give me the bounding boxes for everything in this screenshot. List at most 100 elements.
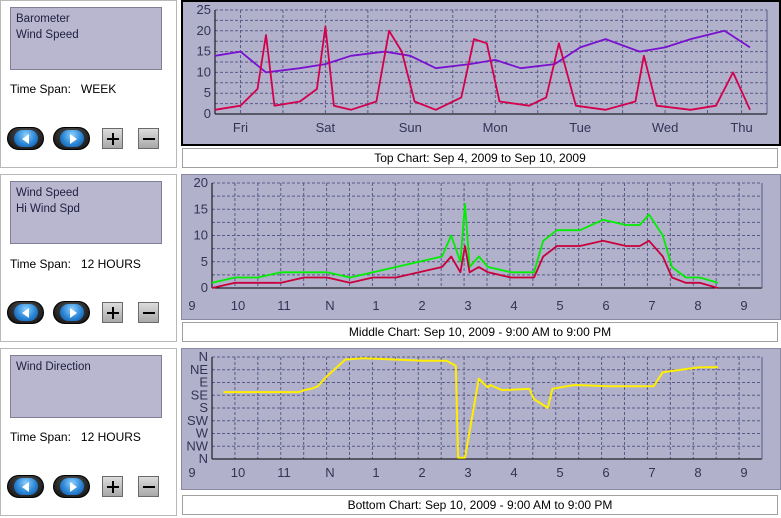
top-chart-caption: Top Chart: Sep 4, 2009 to Sep 10, 2009	[182, 148, 778, 168]
minus-icon	[143, 312, 155, 314]
plus-icon	[107, 481, 119, 493]
x-tick-label: 8	[694, 465, 701, 480]
series-line	[214, 29, 751, 74]
x-tick-label: 8	[694, 298, 701, 313]
x-tick-label: 9	[740, 465, 747, 480]
time-span-label: Time Span:	[10, 82, 71, 96]
series-list-top[interactable]: Barometer Wind Speed	[10, 7, 162, 70]
x-tick-label: Wed	[652, 120, 679, 135]
y-tick-label: N	[199, 451, 208, 466]
series-item[interactable]: Wind Speed	[16, 187, 79, 199]
series-item[interactable]: Barometer	[16, 13, 70, 25]
zoom-out-button[interactable]	[138, 476, 159, 497]
zoom-in-button[interactable]	[102, 128, 123, 149]
time-span-value: 12 HOURS	[80, 430, 141, 444]
x-tick-label: 11	[277, 465, 291, 480]
x-tick-label: 7	[648, 465, 655, 480]
x-tick-label: 3	[464, 298, 471, 313]
control-panel-top: Barometer Wind Speed Time Span: WEEK	[0, 0, 177, 168]
back-button[interactable]	[7, 127, 44, 150]
y-tick-label: 5	[204, 85, 211, 100]
back-button[interactable]	[7, 475, 44, 498]
forward-button[interactable]	[53, 475, 90, 498]
y-tick-label: NE	[190, 362, 208, 377]
zoom-in-button[interactable]	[102, 302, 123, 323]
time-span-top: Time Span: WEEK	[10, 82, 116, 96]
x-tick-label: 4	[510, 465, 517, 480]
x-tick-label: Tue	[569, 120, 591, 135]
right-arrow-icon	[70, 134, 77, 144]
series-item[interactable]: Wind Speed	[16, 29, 79, 41]
plus-icon	[107, 307, 119, 319]
y-tick-label: 20	[197, 23, 211, 38]
series-item[interactable]: Hi Wind Spd	[16, 203, 80, 215]
back-button[interactable]	[7, 301, 44, 324]
time-span-middle: Time Span: 12 HOURS	[10, 257, 141, 271]
x-tick-label: 6	[602, 298, 609, 313]
x-tick-label: N	[325, 465, 334, 480]
x-tick-label: 4	[510, 298, 517, 313]
forward-button[interactable]	[53, 301, 90, 324]
bottom-chart[interactable]: N NW W SW S SE E NE N 9 10 11 N 1 2 3 4 5 6 7 8 9	[181, 348, 781, 490]
y-tick-label: SE	[191, 387, 209, 402]
x-tick-label: Thu	[730, 120, 752, 135]
left-arrow-icon	[22, 134, 29, 144]
series-list-bottom[interactable]: Wind Direction	[10, 355, 162, 418]
middle-chart[interactable]: 0 5 10 15 20 9 10 11 N 1 2 3 4 5 6 7 8 9	[181, 174, 781, 320]
y-tick-label: N	[199, 349, 208, 364]
forward-button[interactable]	[53, 127, 90, 150]
y-tick-label: SW	[187, 413, 209, 428]
zoom-in-button[interactable]	[102, 476, 123, 497]
x-tick-label: Mon	[483, 120, 508, 135]
left-arrow-icon	[22, 308, 29, 318]
time-span-value: 12 HOURS	[80, 257, 141, 271]
x-tick-label: 5	[556, 465, 563, 480]
time-span-label: Time Span:	[10, 257, 71, 271]
right-arrow-icon	[70, 308, 77, 318]
series-line	[211, 203, 719, 284]
x-tick-label: 9	[740, 298, 747, 313]
y-tick-label: NW	[186, 438, 208, 453]
zoom-out-button[interactable]	[138, 302, 159, 323]
series-list-middle[interactable]: Wind Speed Hi Wind Spd	[10, 181, 162, 244]
x-tick-label: 2	[418, 465, 425, 480]
control-panel-middle: Wind Speed Hi Wind Spd Time Span: 12 HOUR…	[0, 174, 177, 342]
y-tick-label: 25	[197, 2, 211, 17]
middle-chart-plot: 0 5 10 15 20 9 10 11 N 1 2 3 4 5 6 7 8 9	[188, 175, 763, 313]
zoom-out-button[interactable]	[138, 128, 159, 149]
bottom-chart-caption: Bottom Chart: Sep 10, 2009 - 9:00 AM to …	[182, 495, 778, 515]
x-tick-label: 10	[231, 465, 245, 480]
x-tick-label: 9	[188, 465, 195, 480]
y-tick-label: 5	[201, 254, 208, 269]
top-chart-plot: 0 5 10 15 20 25 Fri Sat Sun Mon Tue Wed Thu	[197, 2, 768, 135]
y-tick-label: 0	[201, 280, 208, 295]
y-tick-label: 10	[197, 64, 211, 79]
series-item[interactable]: Wind Direction	[16, 361, 91, 373]
x-tick-label: 5	[556, 298, 563, 313]
x-tick-label: N	[325, 298, 334, 313]
y-tick-label: 0	[204, 106, 211, 121]
y-tick-label: W	[196, 426, 209, 441]
time-span-label: Time Span:	[10, 430, 71, 444]
x-tick-label: 3	[464, 465, 471, 480]
minus-icon	[143, 486, 155, 488]
x-tick-label: 7	[648, 298, 655, 313]
x-tick-label: 9	[188, 298, 195, 313]
x-tick-label: Sun	[399, 120, 422, 135]
y-tick-label: 10	[194, 228, 208, 243]
time-span-value: WEEK	[80, 82, 117, 96]
series-line	[211, 239, 719, 289]
x-tick-label: Sat	[316, 120, 336, 135]
y-tick-label: 15	[197, 44, 211, 59]
left-arrow-icon	[22, 482, 29, 492]
series-line	[223, 357, 718, 459]
y-tick-label: 15	[194, 201, 208, 216]
x-tick-label: 1	[372, 298, 379, 313]
x-tick-label: 10	[231, 298, 245, 313]
x-tick-label: 6	[602, 465, 609, 480]
right-arrow-icon	[70, 482, 77, 492]
y-tick-label: S	[199, 400, 208, 415]
top-chart[interactable]: 0 5 10 15 20 25 Fri Sat Sun Mon Tue Wed Thu	[181, 0, 781, 146]
y-tick-label: 20	[194, 175, 208, 190]
